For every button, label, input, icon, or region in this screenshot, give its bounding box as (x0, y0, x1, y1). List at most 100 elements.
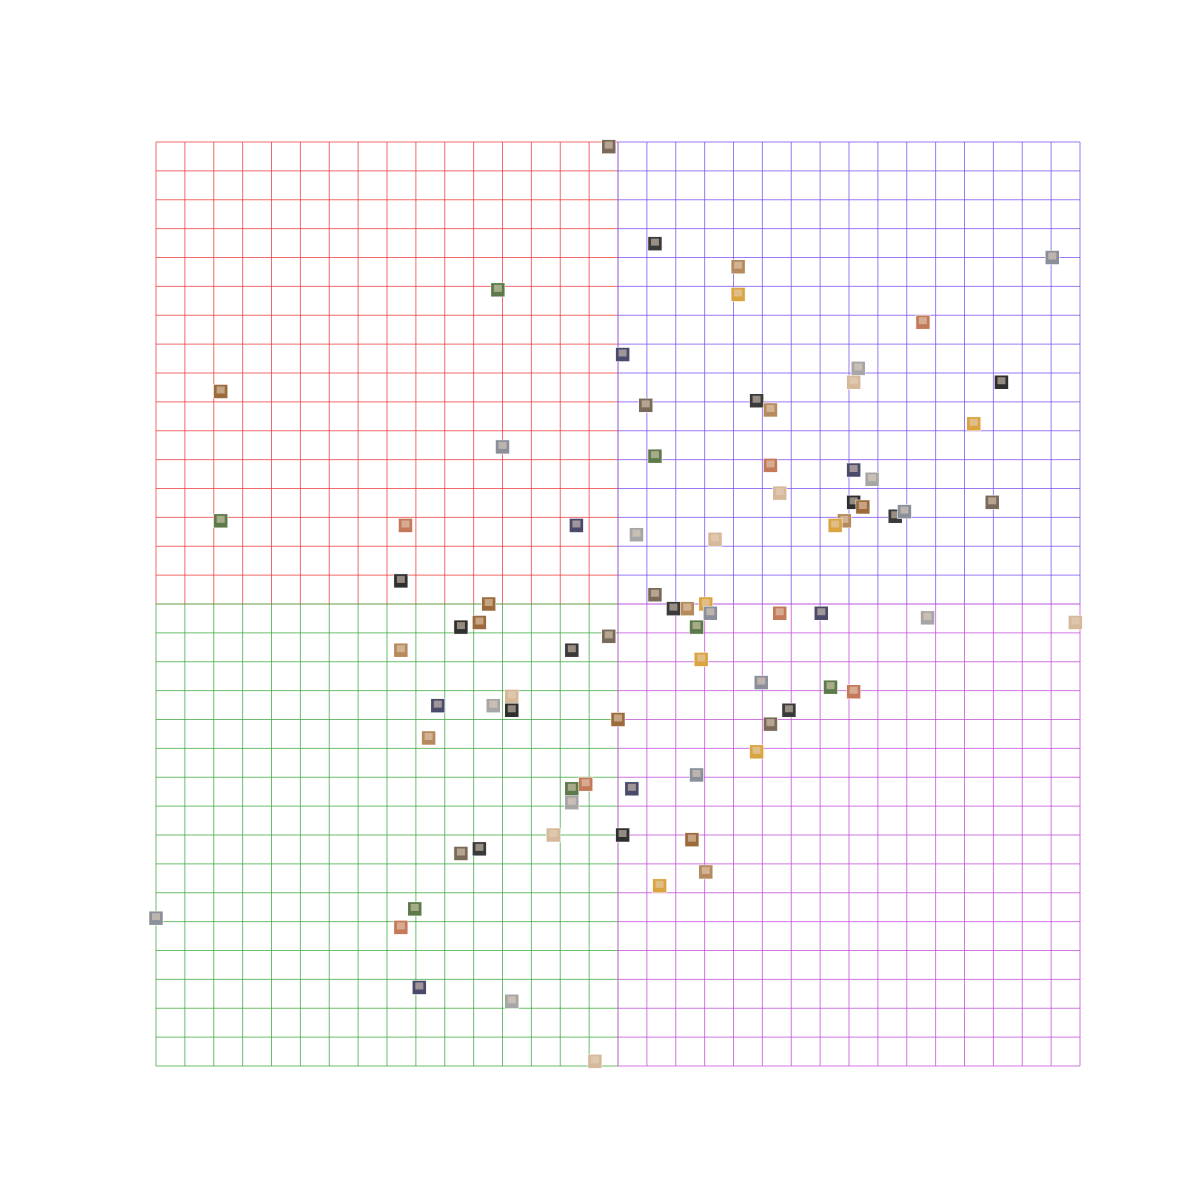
quadrant-grid (155, 141, 1081, 1067)
point-thumbnail-highlight (604, 631, 613, 639)
point-thumbnail-highlight (507, 691, 516, 699)
point-thumbnail-highlight (590, 1056, 599, 1064)
data-point (624, 781, 640, 797)
data-point (772, 485, 787, 501)
data-point (398, 518, 413, 533)
data-point (421, 730, 436, 746)
point-thumbnail-highlight (424, 732, 433, 740)
data-point (504, 994, 519, 1009)
data-point (412, 980, 427, 995)
point-thumbnail-highlight (831, 520, 840, 528)
point-thumbnail-highlight (1071, 617, 1080, 625)
data-point (486, 698, 501, 713)
data-point (610, 712, 626, 727)
point-thumbnail-highlight (152, 913, 160, 921)
data-point (846, 462, 861, 478)
point-thumbnail-highlight (918, 317, 927, 325)
point-thumbnail-highlight (997, 377, 1006, 385)
data-point (684, 832, 700, 847)
data-point (615, 827, 630, 843)
point-thumbnail-highlight (650, 238, 659, 246)
data-point (772, 605, 787, 621)
data-point (393, 573, 409, 589)
data-point (823, 679, 838, 695)
data-point (814, 605, 829, 621)
point-thumbnail-highlight (775, 488, 784, 496)
point-thumbnail-highlight (692, 769, 701, 777)
data-point (763, 458, 778, 473)
data-point (647, 587, 663, 603)
point-thumbnail-highlight (484, 599, 493, 606)
data-point (615, 347, 630, 362)
grid-quadrant-top-right (617, 141, 1081, 605)
data-point (864, 472, 880, 487)
point-thumbnail-highlight (433, 700, 442, 708)
point-thumbnail-highlight (868, 474, 877, 482)
point-thumbnail-highlight (891, 511, 900, 519)
point-thumbnail-highlight (493, 284, 502, 292)
point-thumbnail-highlight (410, 903, 419, 911)
point-thumbnail-highlight (849, 497, 858, 505)
point-thumbnail-highlight (669, 603, 678, 611)
data-point (546, 827, 561, 843)
data-point (707, 532, 723, 547)
data-point (994, 374, 1009, 390)
point-thumbnail-highlight (766, 460, 775, 468)
data-point (453, 846, 469, 861)
data-point (698, 864, 714, 880)
data-point (564, 795, 580, 810)
point-thumbnail-highlight (456, 848, 465, 856)
point-thumbnail-highlight (216, 515, 225, 523)
data-point (578, 776, 593, 792)
data-point (730, 287, 746, 302)
data-point (897, 504, 912, 519)
data-point (753, 675, 769, 690)
point-thumbnail-highlight (817, 608, 826, 616)
point-thumbnail-highlight (549, 830, 558, 837)
point-thumbnail-highlight (396, 645, 405, 653)
point-thumbnail-highlight (988, 497, 997, 505)
data-point (689, 619, 704, 635)
point-thumbnail-highlight (641, 400, 650, 408)
point-thumbnail-highlight (498, 441, 507, 449)
data-points (148, 139, 1083, 1069)
data-point (601, 139, 617, 154)
data-point (915, 314, 931, 330)
point-thumbnail-highlight (858, 501, 867, 509)
data-point (666, 601, 681, 616)
data-point (490, 282, 506, 298)
point-thumbnail-highlight (766, 719, 775, 727)
point-thumbnail-highlight (507, 705, 516, 713)
point-thumbnail-highlight (489, 700, 498, 708)
data-point (846, 684, 861, 700)
data-point (504, 689, 519, 704)
point-thumbnail-highlight (650, 451, 659, 459)
point-thumbnail-highlight (572, 520, 581, 528)
point-thumbnail-highlight (923, 612, 932, 620)
point-thumbnail-highlight (475, 843, 484, 851)
point-thumbnail-highlight (701, 599, 710, 606)
point-thumbnail-highlight (711, 534, 720, 542)
point-thumbnail-highlight (854, 363, 863, 371)
data-point (1045, 250, 1060, 265)
data-point (680, 601, 695, 616)
data-point (984, 495, 1000, 510)
data-point (763, 402, 778, 418)
point-thumbnail-highlight (687, 834, 696, 842)
data-point (749, 393, 764, 408)
data-point (587, 1054, 603, 1069)
data-point (652, 878, 667, 894)
point-thumbnail-highlight (900, 506, 909, 514)
data-point (453, 619, 469, 635)
point-thumbnail-highlight (849, 377, 858, 385)
point-thumbnail-highlight (396, 575, 405, 583)
point-thumbnail-highlight (618, 830, 627, 837)
point-thumbnail-highlight (701, 866, 710, 874)
point-thumbnail-highlight (396, 922, 405, 930)
data-point (855, 499, 871, 515)
data-point (647, 236, 663, 251)
point-thumbnail-highlight (692, 622, 701, 630)
point-thumbnail-highlight (752, 746, 761, 754)
point-thumbnail-highlight (632, 529, 641, 537)
data-point (601, 629, 617, 644)
